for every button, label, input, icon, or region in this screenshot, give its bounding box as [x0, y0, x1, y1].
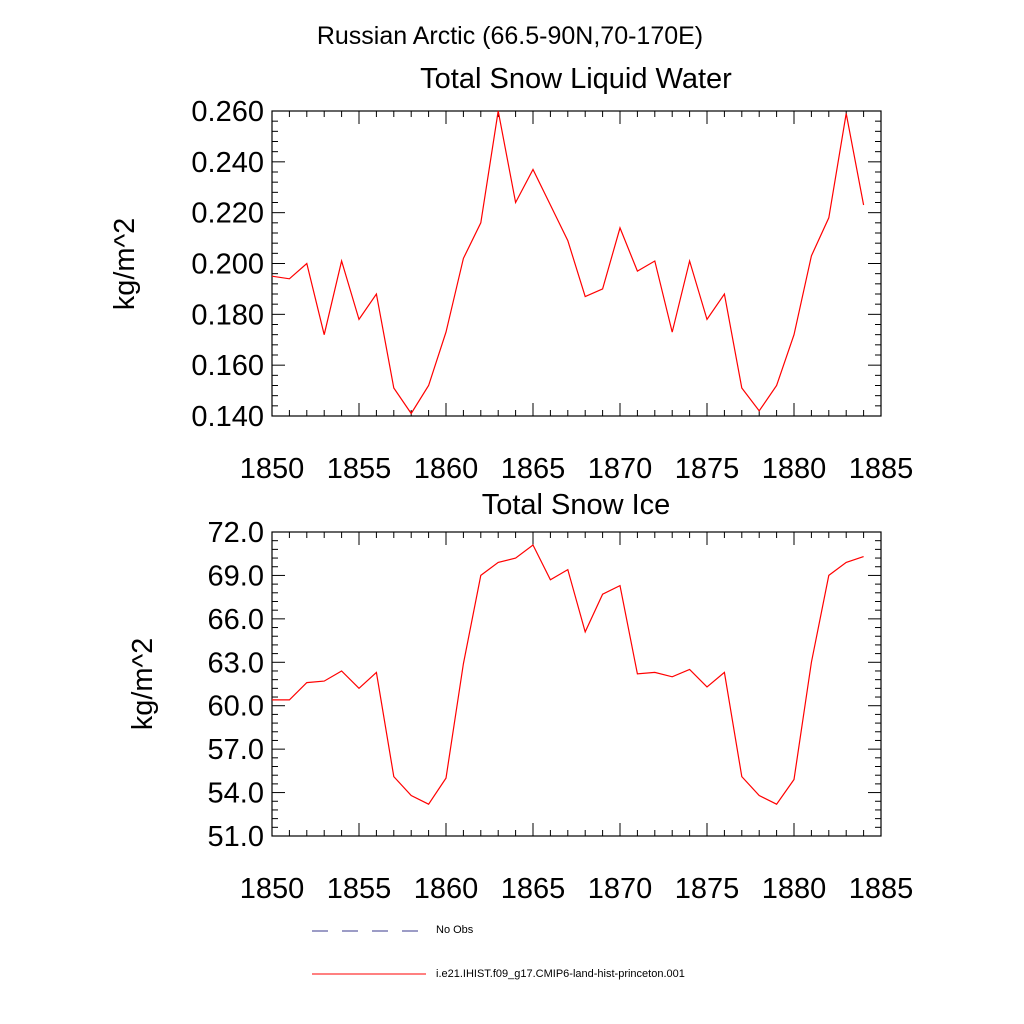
y-tick-label: 72.0 [208, 517, 264, 549]
x-tick-label: 1865 [501, 873, 566, 905]
x-tick-label: 1865 [501, 453, 566, 485]
y-tick-label: 69.0 [208, 560, 264, 592]
legend-label-no-obs: No Obs [436, 924, 474, 936]
x-tick-label: 1870 [588, 873, 653, 905]
y-tick-label: 0.200 [191, 249, 264, 281]
x-tick-label: 1885 [849, 453, 914, 485]
y-tick-label: 0.240 [191, 147, 264, 179]
y-axis-label: kg/m^2 [127, 638, 159, 731]
x-tick-label: 1875 [675, 873, 740, 905]
x-tick-label: 1855 [327, 453, 392, 485]
series-line [271, 110, 865, 415]
y-tick-label: 0.140 [191, 401, 264, 433]
legend: No Obs i.e21.IHIST.f09_g17.CMIP6-land-hi… [312, 924, 685, 980]
x-tick-label: 1885 [849, 873, 914, 905]
x-tick-label: 1880 [762, 873, 827, 905]
chart-panel-liquid-water: Total Snow Liquid Water kg/m^2 1850 1855 1… [109, 63, 913, 485]
plot-frame [271, 531, 882, 837]
chart-title: Total Snow Ice [482, 489, 671, 521]
plot-frame [271, 110, 882, 417]
x-tick-label: 1880 [762, 453, 827, 485]
y-tick-label: 0.220 [191, 198, 264, 230]
y-tick-label: 60.0 [208, 691, 264, 723]
series-line [272, 544, 864, 805]
chart-title: Total Snow Liquid Water [420, 63, 732, 95]
x-tick-label: 1860 [414, 453, 479, 485]
y-tick-label: 51.0 [208, 821, 264, 853]
y-tick-label: 63.0 [208, 647, 264, 679]
x-tick-label: 1875 [675, 453, 740, 485]
x-tick-label: 1860 [414, 873, 479, 905]
y-axis-label: kg/m^2 [109, 218, 141, 311]
x-tick-label: 1850 [240, 453, 305, 485]
y-tick-label: 0.160 [191, 350, 264, 382]
y-tick-label: 0.180 [191, 299, 264, 331]
chart-panel-snow-ice: Total Snow Ice kg/m^2 1850 1855 1860 1865 18… [127, 489, 913, 905]
x-tick-label: 1850 [240, 873, 305, 905]
y-tick-label: 0.260 [191, 96, 264, 128]
y-tick-label: 57.0 [208, 734, 264, 766]
x-tick-label: 1855 [327, 873, 392, 905]
y-tick-label: 54.0 [208, 778, 264, 810]
y-tick-label: 66.0 [208, 604, 264, 636]
legend-label-model: i.e21.IHIST.f09_g17.CMIP6-land-hist-prin… [436, 968, 685, 980]
x-tick-label: 1870 [588, 453, 653, 485]
page-title: Russian Arctic (66.5-90N,70-170E) [317, 22, 703, 50]
